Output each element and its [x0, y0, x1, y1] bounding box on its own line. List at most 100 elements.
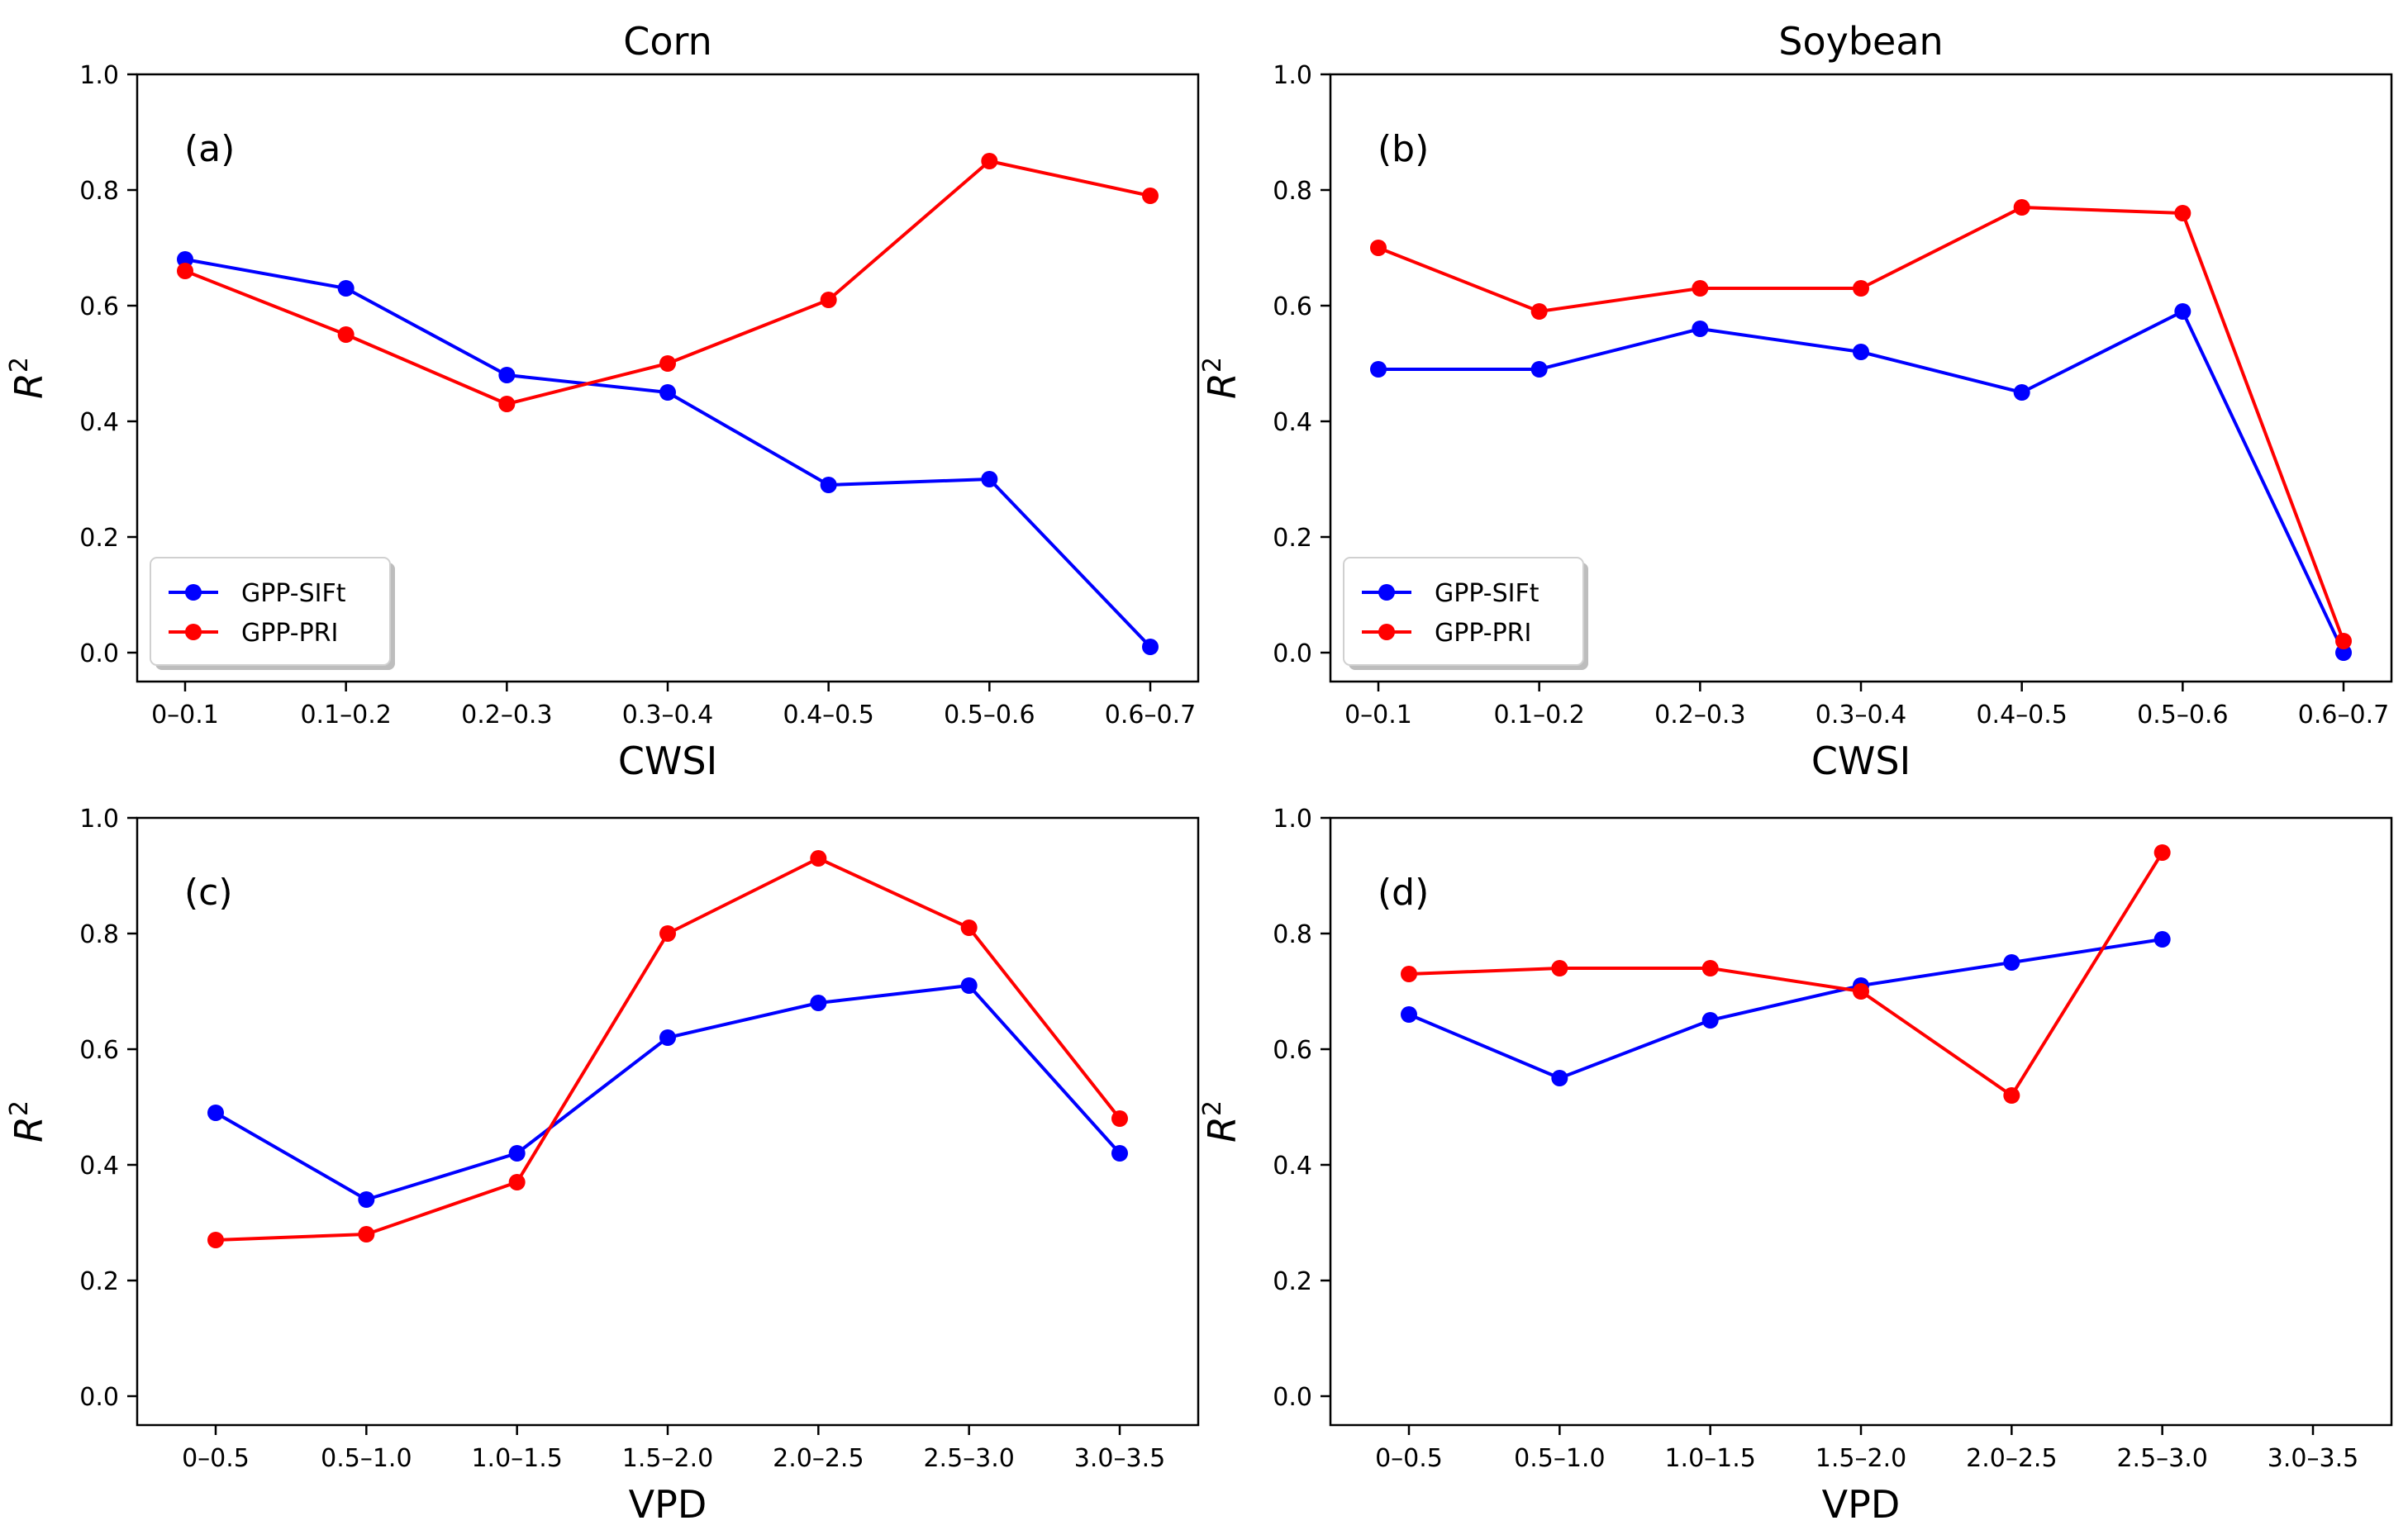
x-tick-label: 0–0.1 [151, 701, 219, 729]
y-tick-label: 0.2 [1273, 1267, 1312, 1296]
series-line [1408, 938, 2163, 1080]
data-point [1701, 960, 1719, 976]
y-tick-label: 0.6 [79, 292, 119, 321]
y-tick-label: 0.4 [1273, 408, 1312, 437]
x-tick-label: 0–0.1 [1344, 701, 1412, 729]
y-axis-label-superscript: 2 [5, 1100, 34, 1116]
data-point [1111, 1110, 1128, 1127]
data-point [659, 925, 676, 942]
data-point [337, 280, 355, 297]
data-point [960, 919, 978, 936]
data-point [1111, 1145, 1128, 1162]
x-tick-label: 0.6–0.7 [2298, 701, 2389, 729]
x-tick-label: 0.5–1.0 [321, 1444, 412, 1473]
y-axis-label: R2 [5, 1100, 51, 1143]
x-tick-label: 0.1–0.2 [1493, 701, 1584, 729]
series-line [1408, 851, 2164, 1097]
y-tick-label: 0.2 [79, 1267, 119, 1296]
data-point [820, 292, 837, 308]
data-point [1530, 361, 1548, 378]
x-tick-label: 2.0–2.5 [773, 1444, 864, 1473]
y-tick-label: 1.0 [79, 61, 119, 90]
data-point [981, 153, 998, 169]
data-point [2013, 384, 2030, 401]
y-axis-label: R2 [5, 357, 51, 399]
y-tick-label: 0.0 [79, 1383, 119, 1412]
x-axis-label: VPD [1822, 1482, 1901, 1527]
data-point [207, 1105, 224, 1121]
y-tick-label: 1.0 [1273, 61, 1312, 90]
chart-title: Corn [623, 19, 712, 64]
data-point [1551, 1070, 1568, 1086]
x-tick-label: 3.0–3.5 [2268, 1444, 2358, 1473]
y-tick-label: 0.0 [79, 639, 119, 668]
x-tick-label: 0.5–0.6 [944, 701, 1035, 729]
x-tick-label: 0.3–0.4 [1816, 701, 1906, 729]
data-point [659, 355, 676, 372]
data-point [1701, 1012, 1719, 1029]
data-point [2153, 931, 2171, 948]
y-tick-label: 0.8 [1273, 920, 1312, 949]
legend-marker [1378, 584, 1395, 601]
y-axis-label-symbol: R [1200, 373, 1244, 399]
plot-area-frame [136, 816, 1200, 1427]
x-tick-label: 0.2–0.3 [461, 701, 552, 729]
y-tick-label: 0.6 [79, 1036, 119, 1065]
data-point [1370, 240, 1387, 256]
data-point [358, 1191, 375, 1208]
data-point [508, 1174, 526, 1190]
x-tick-label: 0.6–0.7 [1105, 701, 1196, 729]
y-tick-label: 0.0 [1273, 1383, 1312, 1412]
x-tick-label: 0–0.5 [182, 1444, 250, 1473]
data-point [810, 850, 827, 867]
data-point [2174, 205, 2191, 221]
x-tick-label: 2.0–2.5 [1966, 1444, 2057, 1473]
panel-label: (c) [184, 872, 233, 914]
y-axis-label: R2 [1198, 357, 1244, 399]
chart-panel-2: 0.0 0.2 0.4 0.6 0.8 1.0 0–0.1 0.1–0.2 0.2–0.3 0.3… [1198, 19, 2393, 783]
series-line [215, 857, 1121, 1242]
data-point [358, 1226, 375, 1243]
legend-marker [185, 584, 202, 601]
panel-label: (a) [184, 128, 235, 170]
x-tick-label: 0.5–0.6 [2137, 701, 2228, 729]
panel-label: (b) [1378, 128, 1429, 170]
chart-title: Soybean [1778, 19, 1943, 64]
data-point [960, 977, 978, 994]
data-point [1401, 966, 1417, 982]
x-tick-label: 1.5–2.0 [1816, 1444, 1906, 1473]
y-axis-label-superscript: 2 [5, 357, 34, 373]
data-point [2003, 1087, 2020, 1104]
y-axis-label: R2 [1198, 1100, 1244, 1143]
data-point [1530, 303, 1548, 320]
x-tick-label: 0.2–0.3 [1654, 701, 1745, 729]
legend-label: GPP-SIFt [1435, 579, 1540, 608]
y-tick-label: 0.8 [1273, 177, 1312, 206]
y-axis-label-symbol: R [7, 1116, 51, 1143]
y-tick-label: 0.2 [1273, 524, 1312, 553]
x-tick-label: 0.5–1.0 [1514, 1444, 1605, 1473]
data-point [2013, 199, 2030, 216]
y-axis-label-symbol: R [1200, 1116, 1244, 1143]
legend-label: GPP-SIFt [241, 579, 346, 608]
data-point [498, 367, 516, 383]
data-point [820, 477, 837, 493]
legend-box [1343, 557, 1584, 666]
y-tick-label: 0.4 [79, 408, 119, 437]
series-line [215, 984, 1121, 1201]
data-point [659, 1029, 676, 1046]
data-point [1692, 280, 1709, 297]
y-tick-label: 0.0 [1273, 639, 1312, 668]
legend-marker [185, 624, 202, 640]
data-point [1853, 983, 1869, 1000]
x-tick-label: 2.5–3.0 [2116, 1444, 2207, 1473]
data-point [337, 326, 355, 343]
data-point [498, 396, 516, 412]
data-point [1401, 1006, 1417, 1023]
data-point [1853, 280, 1869, 297]
y-axis-label-superscript: 2 [1198, 1100, 1227, 1116]
data-point [2174, 303, 2191, 320]
y-axis-label-superscript: 2 [1198, 357, 1227, 373]
chart-panel-1: 0.0 0.2 0.4 0.6 0.8 1.0 0–0.1 0.1–0.2 0.2–0.3 0.3… [5, 19, 1200, 783]
